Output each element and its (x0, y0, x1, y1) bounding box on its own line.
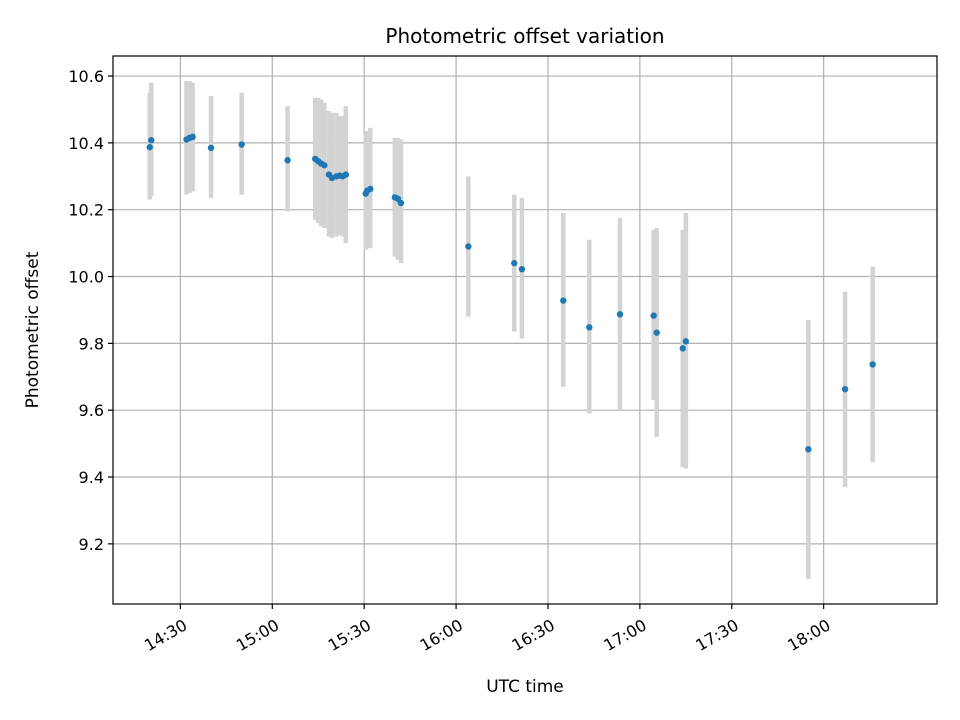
data-point (238, 141, 245, 148)
y-tick-label: 10.4 (68, 134, 104, 153)
data-point (869, 361, 876, 368)
y-tick-label: 9.8 (79, 334, 104, 353)
y-tick-label: 9.6 (79, 401, 104, 420)
data-point (682, 338, 690, 345)
data-points (146, 133, 876, 453)
data-point (518, 265, 526, 273)
data-point (511, 259, 518, 267)
x-axis-title: UTC time (486, 677, 564, 697)
data-point (367, 185, 374, 193)
data-point (148, 137, 155, 144)
chart-title: Photometric offset variation (385, 24, 664, 48)
data-point (805, 446, 812, 453)
y-tick-label: 9.2 (79, 535, 104, 554)
data-point (616, 311, 624, 318)
y-axis-title: Photometric offset (23, 251, 43, 408)
plot-frame (112, 55, 938, 605)
data-point (146, 144, 153, 151)
data-point (189, 133, 196, 141)
grid (113, 56, 937, 604)
y-tick-label: 10.6 (68, 67, 104, 86)
data-point (284, 157, 291, 164)
y-tick-label: 10.0 (68, 268, 104, 287)
y-tick-label: 9.4 (79, 468, 104, 487)
data-point (207, 144, 215, 152)
data-point (650, 312, 657, 319)
data-point (653, 329, 660, 336)
data-point (841, 385, 849, 393)
data-point (560, 297, 567, 304)
data-point (465, 243, 472, 250)
y-tick-label: 10.2 (68, 201, 104, 220)
data-point (342, 171, 350, 178)
data-point (679, 345, 686, 352)
data-point (397, 199, 405, 207)
data-point (321, 162, 328, 169)
data-point (586, 324, 593, 331)
